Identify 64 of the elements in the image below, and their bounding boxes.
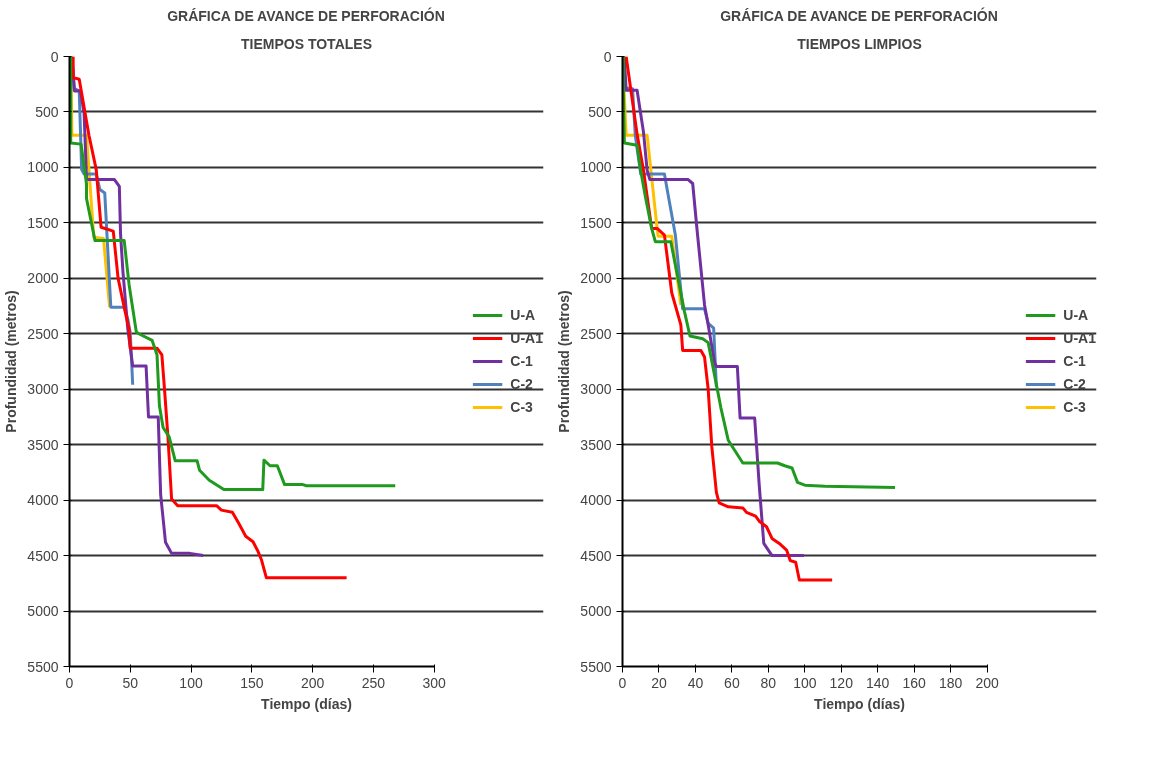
y-tick-label: 2000 <box>27 270 59 287</box>
line-series <box>624 56 834 582</box>
y-axis-title: Profundidad (metros) <box>3 290 20 433</box>
x-tick-label: 300 <box>422 674 447 691</box>
y-tick-label: 2000 <box>580 270 612 287</box>
chart-title: GRÁFICA DE AVANCE DE PERFORACIÓN <box>167 6 445 24</box>
legend-label: C-2 <box>1063 376 1086 392</box>
y-tick-label: 500 <box>588 103 612 120</box>
y-tick-label: 500 <box>35 103 59 120</box>
y-tick-label: 0 <box>50 48 59 65</box>
x-tick-label: 200 <box>300 674 325 691</box>
line-series <box>71 56 349 580</box>
x-tick-label: 0 <box>65 674 74 691</box>
y-tick-label: 1500 <box>27 214 59 231</box>
y-tick-label: 3000 <box>580 381 612 398</box>
x-tick-label: 200 <box>975 674 1000 691</box>
y-tick-label: 3000 <box>27 381 59 398</box>
x-tick-label: 140 <box>866 674 890 691</box>
x-tick-label: 160 <box>902 674 927 691</box>
x-tick-label: 60 <box>724 674 740 691</box>
chart-subtitle: TIEMPOS TOTALES <box>241 35 372 52</box>
legend-label: U-A <box>510 307 536 323</box>
legend-label: U-A <box>1063 307 1089 323</box>
y-tick-label: 2500 <box>580 325 612 342</box>
y-tick-label: 4500 <box>27 547 59 564</box>
x-tick-label: 180 <box>938 674 963 691</box>
y-tick-label: 5500 <box>27 658 59 675</box>
x-tick-label: 250 <box>361 674 386 691</box>
x-tick-label: 0 <box>618 674 627 691</box>
y-tick-label: 4500 <box>580 547 612 564</box>
x-tick-label: 100 <box>793 674 817 691</box>
x-axis-title: Tiempo (días) <box>814 695 905 712</box>
legend-label: C-1 <box>1063 353 1086 369</box>
y-tick-label: 5500 <box>580 658 612 675</box>
chart-subtitle: TIEMPOS LIMPIOS <box>797 35 922 52</box>
x-tick-label: 150 <box>240 674 264 691</box>
x-tick-label: 40 <box>687 674 704 691</box>
y-axis-title: Profundidad (metros) <box>556 290 573 433</box>
x-tick-label: 80 <box>760 674 777 691</box>
x-tick-label: 20 <box>651 674 667 691</box>
x-tick-label: 120 <box>829 674 854 691</box>
x-axis-title: Tiempo (días) <box>261 695 352 712</box>
y-tick-label: 4000 <box>27 492 59 509</box>
y-tick-label: 3500 <box>580 436 612 453</box>
legend-label: U-A1 <box>510 330 543 346</box>
y-tick-label: 3500 <box>27 436 59 453</box>
y-tick-label: 2500 <box>27 325 59 342</box>
y-tick-label: 1500 <box>580 214 612 231</box>
line-series <box>622 56 897 489</box>
legend-label: C-3 <box>510 399 533 415</box>
legend-label: C-3 <box>1063 399 1086 415</box>
y-tick-label: 5000 <box>27 603 59 620</box>
legend-label: U-A1 <box>1063 330 1096 346</box>
y-tick-label: 1000 <box>27 159 59 176</box>
chart-title: GRÁFICA DE AVANCE DE PERFORACIÓN <box>720 6 998 24</box>
line-series <box>69 56 397 492</box>
y-tick-label: 0 <box>603 48 612 65</box>
x-tick-label: 100 <box>179 674 203 691</box>
legend-label: C-1 <box>510 353 533 369</box>
x-tick-label: 50 <box>122 674 139 691</box>
y-tick-label: 5000 <box>580 603 612 620</box>
y-tick-label: 1000 <box>580 159 612 176</box>
legend-label: C-2 <box>510 376 533 392</box>
y-tick-label: 4000 <box>580 492 612 509</box>
